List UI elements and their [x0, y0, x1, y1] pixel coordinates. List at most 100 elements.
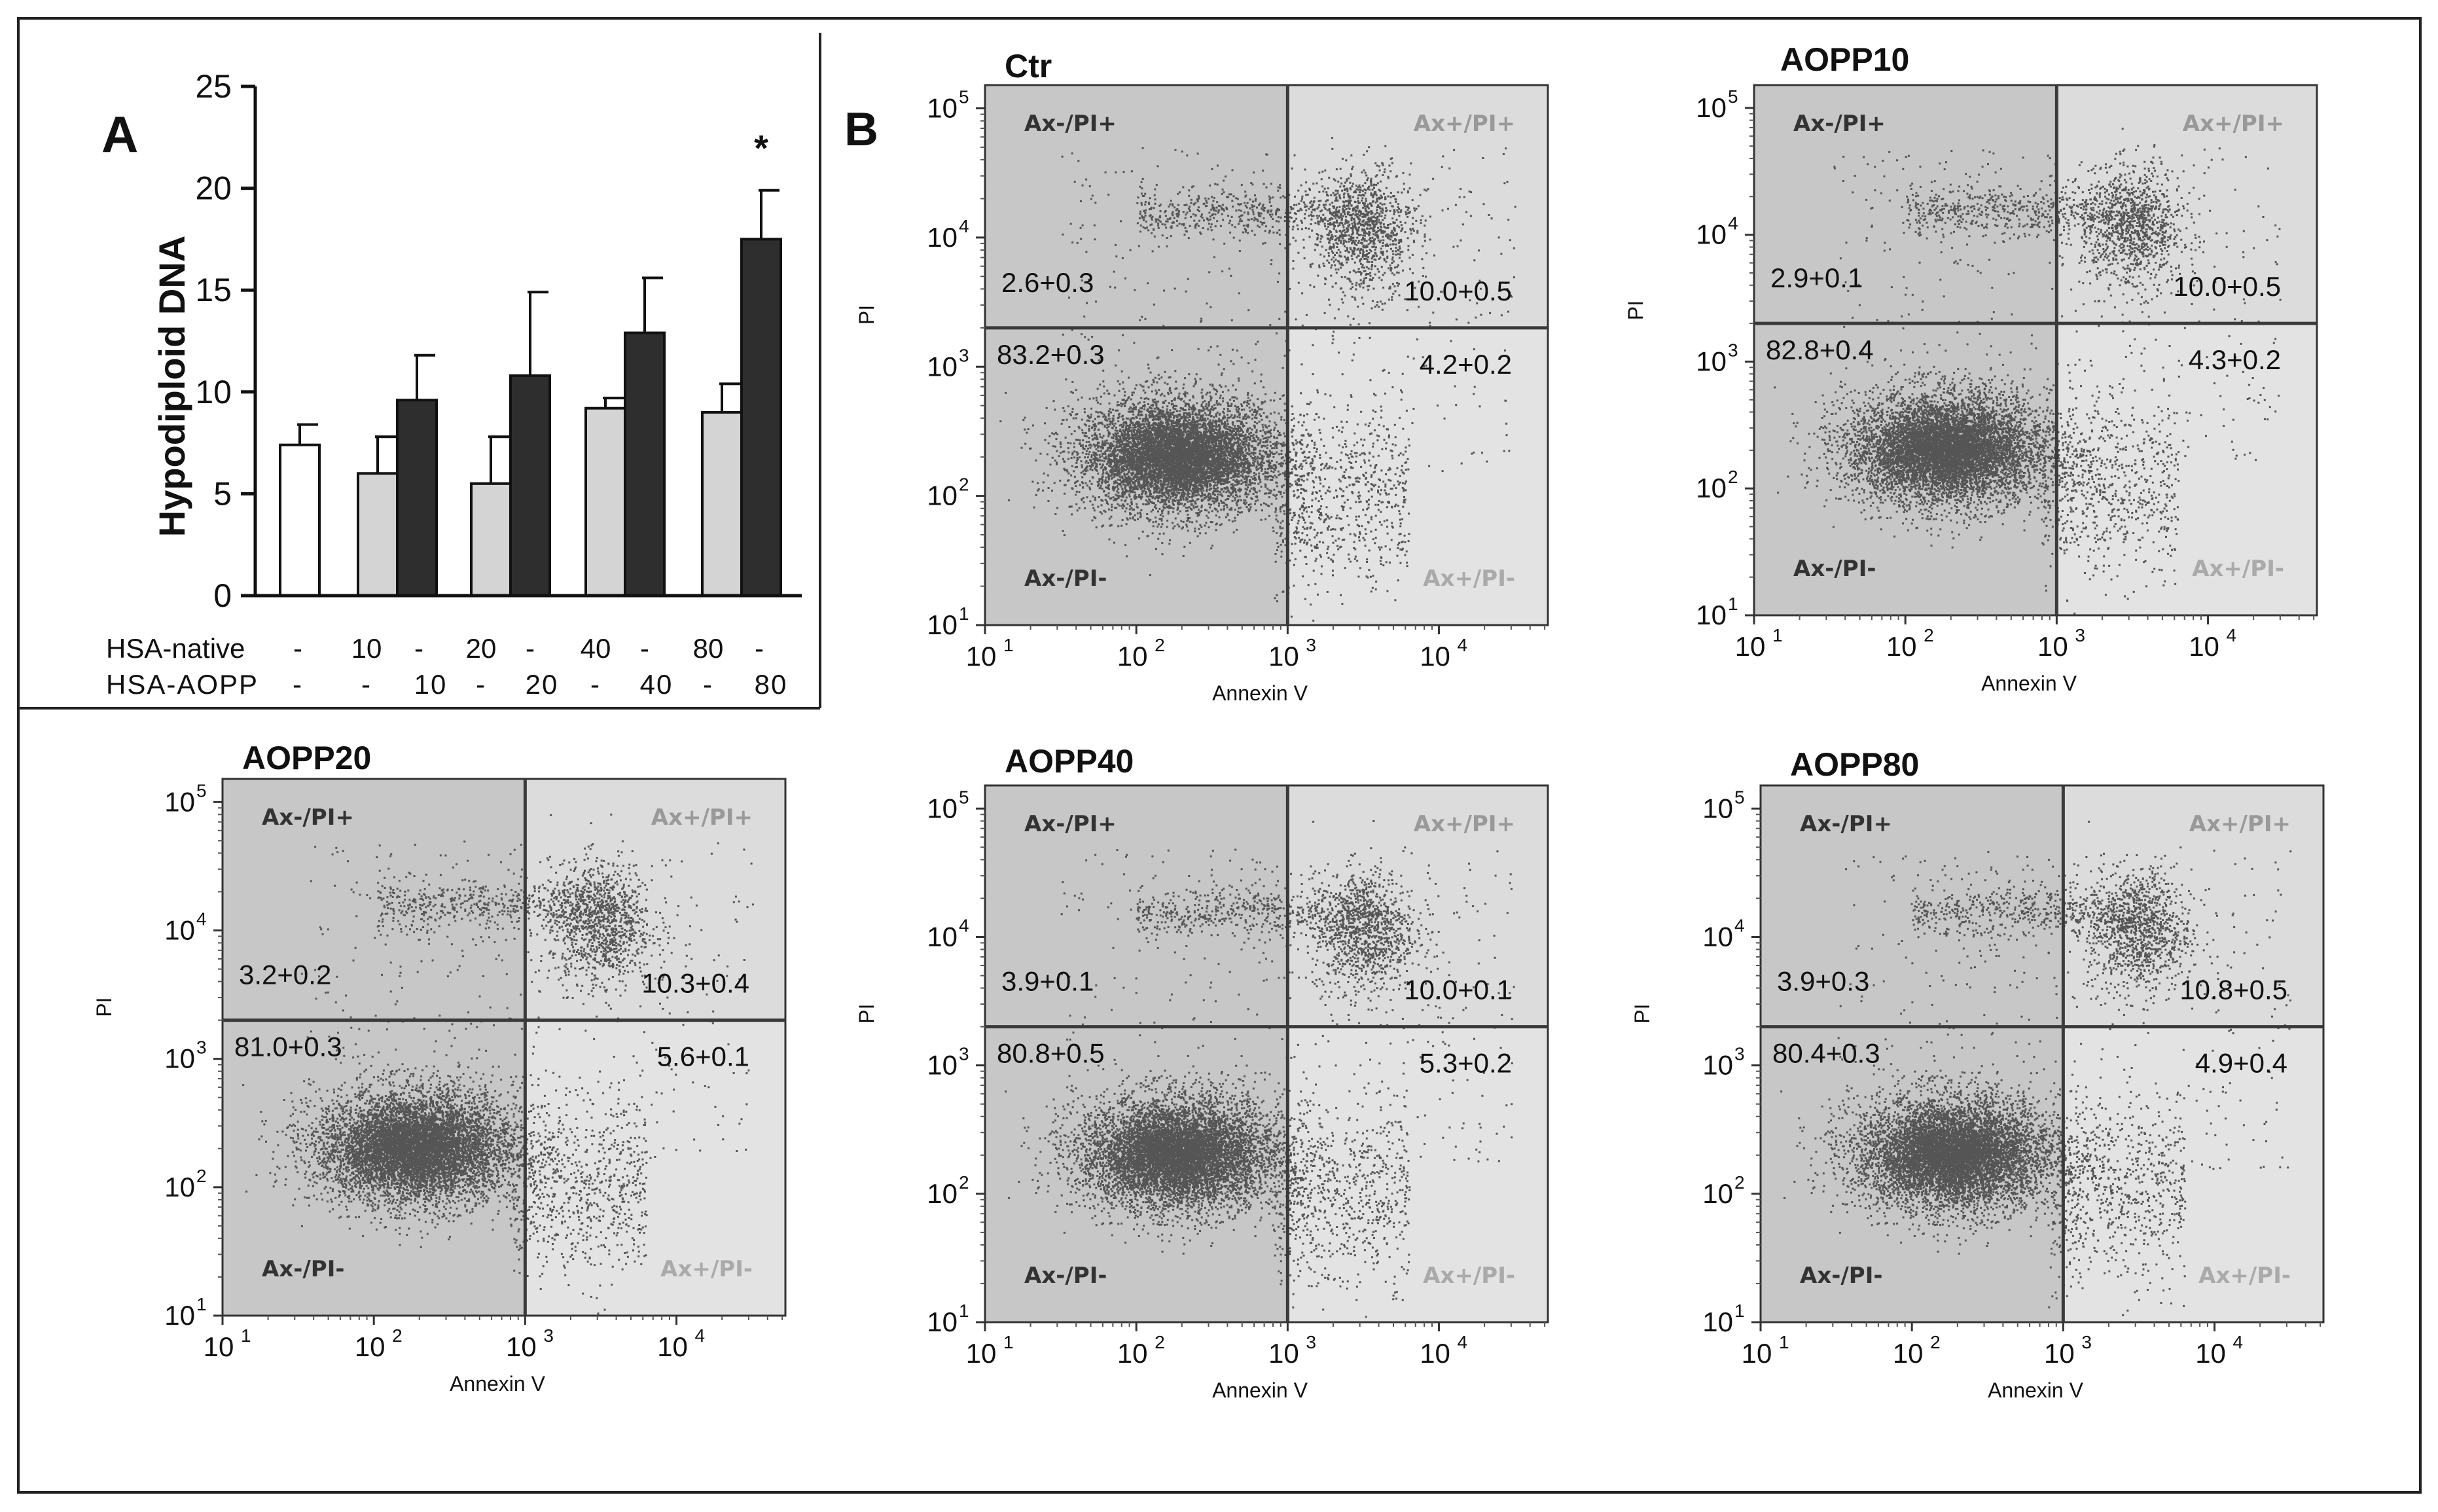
y-tick-label: 10	[164, 1172, 195, 1202]
y-axis-title: PI	[855, 305, 878, 325]
panel-a-axes: 0 5 10 15 20 25	[195, 68, 802, 614]
x-tick-label: 10	[1886, 631, 1917, 662]
percentage-ur: 10.0+0.1	[1404, 975, 1512, 1005]
y-tick-exponent: 5	[1734, 787, 1745, 807]
x-tick-label: 10	[1742, 1338, 1772, 1369]
percentage-ll: 82.8+0.4	[1766, 334, 1874, 365]
quadrant-ul	[985, 85, 1288, 328]
x-tick-exponent: 4	[2227, 625, 2237, 645]
x-axis-title: Annexin V	[450, 1372, 546, 1395]
y-tick-exponent: 1	[1728, 594, 1738, 614]
x-tick-exponent: 1	[1003, 1332, 1014, 1352]
y-tick-label: 10	[1702, 793, 1733, 823]
row-aopp-value: -	[293, 669, 303, 700]
quadrant-ul	[1761, 785, 2064, 1027]
quadrant-lr	[1287, 327, 1548, 625]
y-tick-exponent: 1	[1734, 1301, 1745, 1321]
percentage-ll: 80.4+0.3	[1772, 1038, 1880, 1069]
event-dots-path	[999, 137, 1516, 622]
y-tick-label: 10	[927, 93, 958, 124]
quadrant-label-ur: Ax+/PI+	[1414, 811, 1515, 837]
row-aopp-value: 20	[526, 669, 559, 700]
quadrant-label-lr: Ax+/PI-	[1423, 1263, 1515, 1289]
percentage-ul: 2.6+0.3	[1001, 267, 1094, 298]
y-tick-label: 10	[1696, 92, 1727, 123]
x-axis-title: Annexin V	[1981, 672, 2077, 695]
plot-title: AOPP40	[1005, 743, 1134, 780]
flow-plot-aopp40: AOPP40 Ax-/PI+ Ax+/PI+ Ax-/PI- Ax+/PI- 3.9+0.…	[855, 743, 1549, 1402]
x-tick-exponent: 3	[543, 1325, 554, 1346]
y-tick-label: 10	[164, 1043, 195, 1074]
x-tick-exponent: 4	[1458, 635, 1468, 655]
y-tick-label: 15	[195, 272, 232, 308]
x-tick-exponent: 1	[1772, 625, 1783, 645]
percentage-ll: 81.0+0.3	[234, 1032, 342, 1062]
y-tick-exponent: 5	[196, 780, 207, 801]
row-label-native: HSA-native	[106, 633, 245, 664]
y-tick-label: 10	[1702, 1178, 1733, 1209]
y-axis-title: PI	[92, 997, 116, 1017]
flow-plot-aopp80: AOPP80 Ax-/PI+ Ax+/PI+ Ax-/PI- Ax+/PI- 3.9+0.…	[1630, 746, 2325, 1402]
x-tick-label: 10	[355, 1331, 385, 1362]
quadrant-ul	[1754, 85, 2057, 324]
x-tick-label: 10	[966, 641, 997, 672]
quadrant-label-ur: Ax+/PI+	[1414, 111, 1515, 137]
y-tick-label: 10	[1696, 473, 1727, 503]
flow-plot-aopp10: AOPP10 Ax-/PI+ Ax+/PI+ Ax-/PI- Ax+/PI- 2.9+0.…	[1624, 41, 2318, 695]
x-axis-title: Annexin V	[1988, 1378, 2084, 1402]
y-tick-exponent: 4	[196, 909, 207, 929]
plot-frame	[984, 84, 1549, 626]
quadrant-label-ul: Ax-/PI+	[1024, 111, 1117, 137]
bar-control-control	[279, 443, 321, 597]
y-tick-exponent: 3	[959, 345, 969, 365]
x-tick-exponent: 4	[2233, 1332, 2244, 1352]
x-tick-label: 10	[2189, 631, 2219, 662]
y-tick-exponent: 3	[1728, 340, 1738, 360]
row-aopp-value: 80	[755, 669, 788, 700]
y-tick-exponent: 5	[959, 87, 969, 107]
quadrant-label-ll: Ax-/PI-	[1024, 566, 1107, 592]
x-tick-label: 10	[1420, 641, 1450, 672]
y-tick-label: 10	[195, 374, 232, 410]
y-axis-title: PI	[855, 1003, 878, 1023]
y-tick-exponent: 1	[959, 1301, 969, 1321]
percentage-ul: 3.9+0.1	[1001, 966, 1094, 997]
x-tick-label: 10	[2044, 1338, 2075, 1369]
row-aopp-value: -	[361, 669, 372, 700]
y-tick-exponent: 3	[959, 1044, 969, 1064]
quadrant-lr	[2056, 323, 2317, 615]
event-dots-path	[242, 814, 754, 1315]
percentage-ul: 3.9+0.3	[1777, 966, 1869, 997]
bar-native-80	[701, 410, 743, 597]
y-tick-label: 10	[164, 914, 195, 945]
y-tick-exponent: 3	[196, 1037, 207, 1058]
quadrant-label-ul: Ax-/PI+	[262, 804, 354, 831]
panel-b-letter: B	[844, 103, 878, 156]
percentage-ul: 2.9+0.1	[1770, 262, 1863, 293]
quadrant-label-ll: Ax-/PI-	[1800, 1263, 1882, 1289]
x-tick-label: 10	[1117, 1338, 1148, 1369]
y-tick-exponent: 1	[196, 1294, 207, 1314]
x-axis-title: Annexin V	[1212, 1378, 1308, 1402]
y-tick-label: 20	[195, 170, 232, 207]
row-native-value: 80	[693, 633, 724, 664]
y-tick-exponent: 4	[959, 216, 969, 236]
event-dots-path	[1780, 820, 2292, 1316]
y-tick-label: 0	[213, 577, 232, 614]
percentage-lr: 4.9+0.4	[2195, 1048, 2287, 1079]
y-tick-label: 10	[927, 351, 958, 382]
y-tick-exponent: 4	[959, 915, 969, 935]
row-native-value: -	[640, 633, 649, 664]
y-axis-title: PI	[1624, 300, 1647, 320]
quadrant-label-ur: Ax+/PI+	[2183, 111, 2284, 137]
percentage-ll: 80.8+0.5	[997, 1038, 1105, 1069]
percentage-lr: 5.6+0.1	[657, 1041, 749, 1072]
percentage-lr: 4.2+0.2	[1420, 349, 1512, 380]
event-dots	[1780, 820, 2292, 1316]
panel-a-y-axis-label: Hypodiploid DNA	[151, 236, 192, 537]
axis-ticks: 10 1 10 2 10 3 10 410 110 210 310 410 5	[927, 787, 1546, 1369]
bar-native-20	[470, 482, 512, 598]
plot-frame	[221, 778, 787, 1317]
